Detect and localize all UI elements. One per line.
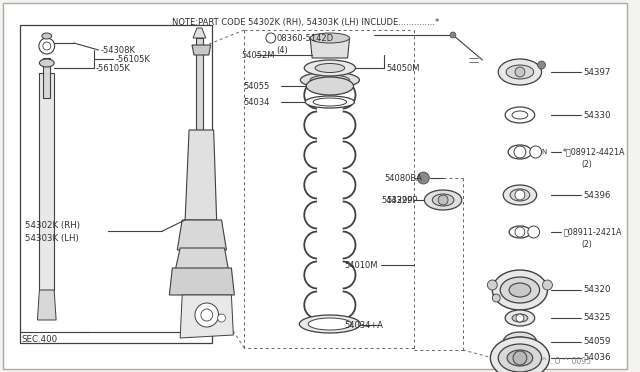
Text: (4): (4) — [276, 45, 289, 55]
Ellipse shape — [300, 315, 360, 333]
Text: 54325: 54325 — [583, 314, 611, 323]
Ellipse shape — [512, 314, 528, 322]
Text: 54010M: 54010M — [345, 260, 378, 269]
Text: 54397: 54397 — [583, 67, 611, 77]
Circle shape — [528, 226, 540, 238]
Ellipse shape — [432, 194, 454, 206]
Ellipse shape — [40, 59, 54, 67]
Text: 54034+A: 54034+A — [345, 321, 383, 330]
Ellipse shape — [503, 332, 537, 352]
Text: ^ . O ^ 0095: ^ . O ^ 0095 — [541, 357, 591, 366]
Polygon shape — [170, 268, 234, 295]
Ellipse shape — [507, 350, 532, 366]
Polygon shape — [37, 290, 56, 320]
Polygon shape — [44, 58, 50, 98]
Ellipse shape — [511, 337, 529, 347]
Text: *ⓝ08912-4421A: *ⓝ08912-4421A — [563, 148, 626, 157]
Circle shape — [266, 33, 276, 43]
Circle shape — [201, 309, 212, 321]
Ellipse shape — [300, 72, 360, 88]
Text: -56105K: -56105K — [115, 55, 150, 64]
Text: 54080BA: 54080BA — [384, 173, 422, 183]
Ellipse shape — [505, 107, 534, 123]
Circle shape — [492, 294, 500, 302]
Text: 54052M: 54052M — [241, 51, 275, 60]
Polygon shape — [192, 45, 211, 55]
Ellipse shape — [499, 344, 541, 372]
Text: 54330: 54330 — [583, 110, 611, 119]
Circle shape — [538, 61, 545, 69]
Polygon shape — [310, 38, 349, 58]
Ellipse shape — [308, 318, 351, 330]
Ellipse shape — [305, 96, 355, 108]
Ellipse shape — [508, 145, 532, 159]
Ellipse shape — [304, 60, 355, 76]
Text: 54303K (LH): 54303K (LH) — [24, 234, 78, 243]
Circle shape — [417, 172, 429, 184]
Text: 54329P: 54329P — [386, 196, 417, 205]
Ellipse shape — [512, 111, 528, 119]
Circle shape — [513, 351, 527, 365]
Polygon shape — [193, 28, 206, 38]
Text: 08360-5142D: 08360-5142D — [276, 33, 334, 42]
Circle shape — [450, 32, 456, 38]
Polygon shape — [196, 38, 203, 130]
Circle shape — [543, 280, 552, 290]
Text: 54396: 54396 — [583, 190, 611, 199]
Circle shape — [218, 314, 225, 322]
Ellipse shape — [510, 189, 530, 201]
Ellipse shape — [509, 283, 531, 297]
Ellipse shape — [315, 64, 345, 73]
Text: ⓝ08911-2421A: ⓝ08911-2421A — [563, 228, 621, 237]
Polygon shape — [313, 82, 347, 92]
Circle shape — [514, 146, 526, 158]
Text: 54329P: 54329P — [381, 196, 413, 205]
Ellipse shape — [503, 185, 537, 205]
Text: 54059: 54059 — [583, 337, 611, 346]
Text: -56105K: -56105K — [95, 64, 131, 73]
Ellipse shape — [505, 310, 534, 326]
Ellipse shape — [424, 190, 462, 210]
Text: 54302K (RH): 54302K (RH) — [24, 221, 79, 230]
Circle shape — [516, 314, 524, 322]
Text: N: N — [541, 149, 547, 155]
Ellipse shape — [499, 59, 541, 85]
Circle shape — [515, 227, 525, 237]
Circle shape — [39, 38, 54, 54]
Polygon shape — [40, 73, 54, 290]
Text: 54055: 54055 — [243, 81, 269, 90]
Text: 54320: 54320 — [583, 285, 611, 295]
Ellipse shape — [42, 33, 52, 39]
Circle shape — [43, 42, 51, 50]
Ellipse shape — [506, 65, 534, 79]
Text: SEC.400: SEC.400 — [22, 336, 58, 344]
Ellipse shape — [500, 277, 540, 303]
Ellipse shape — [310, 33, 349, 43]
Ellipse shape — [313, 98, 347, 106]
Polygon shape — [185, 130, 216, 220]
Text: NOTE:PART CODE 54302K (RH), 54303K (LH) INCLUDE..............*: NOTE:PART CODE 54302K (RH), 54303K (LH) … — [172, 17, 440, 26]
Ellipse shape — [492, 270, 547, 310]
Circle shape — [488, 280, 497, 290]
Text: 54036: 54036 — [583, 353, 611, 362]
Ellipse shape — [306, 77, 353, 95]
Text: 54034: 54034 — [243, 97, 269, 106]
Polygon shape — [177, 220, 227, 250]
Bar — [20, 25, 212, 343]
Circle shape — [530, 146, 541, 158]
Circle shape — [438, 195, 448, 205]
Polygon shape — [180, 295, 234, 338]
Text: (2): (2) — [581, 160, 592, 169]
Ellipse shape — [310, 75, 349, 85]
Text: (2): (2) — [581, 240, 592, 248]
Circle shape — [515, 190, 525, 200]
Circle shape — [515, 67, 525, 77]
Text: -54308K: -54308K — [100, 45, 136, 55]
Circle shape — [195, 303, 219, 327]
Polygon shape — [175, 248, 228, 270]
Ellipse shape — [509, 226, 531, 238]
Text: 54050M: 54050M — [386, 64, 419, 73]
Ellipse shape — [490, 337, 550, 372]
